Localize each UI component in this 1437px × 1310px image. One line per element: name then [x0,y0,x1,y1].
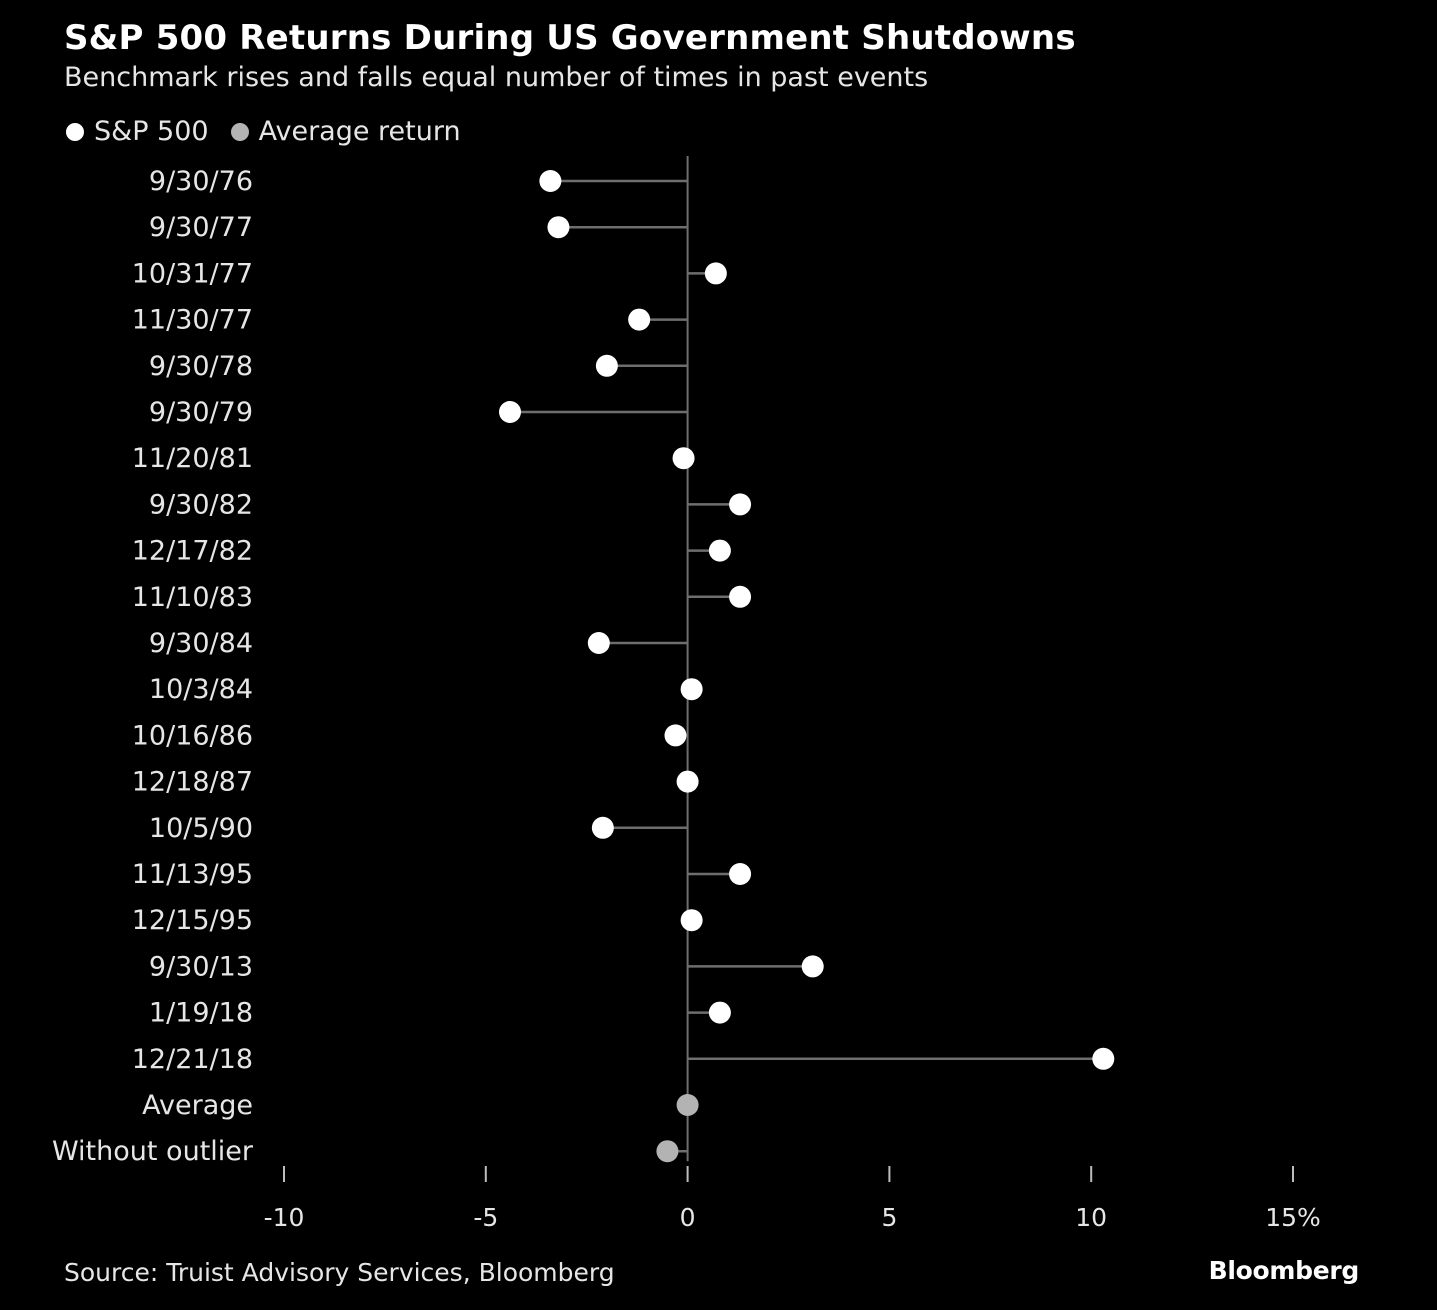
legend: S&P 500 Average return [66,116,483,147]
average-point-without-outlier [656,1140,679,1163]
legend-average-dot-icon [230,122,249,141]
data-point-12-15-95 [680,909,703,932]
x-tick-label-10: -10 [264,1203,305,1232]
chart-subtitle: Benchmark rises and falls equal number o… [64,62,929,93]
legend-item-sp500: S&P 500 [66,116,209,147]
brand-logo: Bloomberg [1208,1256,1360,1285]
category-label-10-16-86: 10/16/86 [132,720,253,751]
data-point-11-10-83 [729,585,752,608]
legend-item-average: Average return [230,116,461,147]
category-label-10-31-77: 10/31/77 [132,258,253,289]
x-tick-label-5: 5 [881,1203,897,1232]
category-label-9-30-77: 9/30/77 [149,212,253,243]
category-label-11-30-77: 11/30/77 [132,305,253,336]
category-label-9-30-78: 9/30/78 [149,351,253,382]
category-label-10-5-90: 10/5/90 [149,813,253,844]
data-point-9-30-78 [595,354,618,377]
category-label-12-15-95: 12/15/95 [132,905,253,936]
category-label-10-3-84: 10/3/84 [149,674,253,705]
chart-title: S&P 500 Returns During US Government Shu… [64,18,1076,58]
data-point-9-30-76 [539,170,562,192]
average-point-average [676,1094,699,1116]
legend-sp500-label: S&P 500 [94,116,209,147]
data-point-12-21-18 [1092,1047,1115,1070]
x-tick-label-0: 0 [680,1203,696,1232]
data-point-10-5-90 [591,816,614,839]
data-point-11-30-77 [628,308,651,331]
category-label-9-30-84: 9/30/84 [149,628,253,659]
data-point-11-20-81 [672,447,695,470]
legend-sp500-dot-icon [66,122,84,141]
data-point-9-30-13 [801,955,824,978]
category-label-9-30-82: 9/30/82 [149,489,253,520]
data-point-9-30-77 [547,216,570,239]
data-point-12-18-87 [676,770,699,793]
data-point-10-16-86 [664,724,687,747]
category-label-1-19-18: 1/19/18 [149,998,253,1029]
x-tick-label-15: 15% [1265,1203,1321,1232]
category-label-12-21-18: 12/21/18 [132,1044,253,1075]
data-point-10-3-84 [680,678,703,701]
category-label-12-18-87: 12/18/87 [132,767,253,798]
source-note: Source: Truist Advisory Services, Bloomb… [64,1258,615,1287]
data-point-10-31-77 [704,262,727,285]
category-label-9-30-79: 9/30/79 [149,397,253,428]
x-tick-label-10: 10 [1075,1203,1107,1232]
category-label-9-30-13: 9/30/13 [149,951,253,982]
category-label-11-10-83: 11/10/83 [132,582,253,613]
category-label-9-30-76: 9/30/76 [149,166,253,197]
category-label-11-13-95: 11/13/95 [132,859,253,890]
data-point-9-30-79 [499,401,522,423]
data-point-9-30-84 [587,632,610,654]
category-label-without-outlier: Without outlier [52,1136,254,1167]
data-point-11-13-95 [729,863,752,885]
legend-average-label: Average return [258,116,461,147]
x-tick-label-5: -5 [473,1203,498,1232]
data-point-12-17-82 [708,539,731,562]
data-point-1-19-18 [708,1001,731,1024]
category-label-12-17-82: 12/17/82 [132,536,253,567]
category-label-11-20-81: 11/20/81 [132,443,253,474]
category-label-average: Average [142,1090,253,1121]
data-point-9-30-82 [729,493,752,516]
